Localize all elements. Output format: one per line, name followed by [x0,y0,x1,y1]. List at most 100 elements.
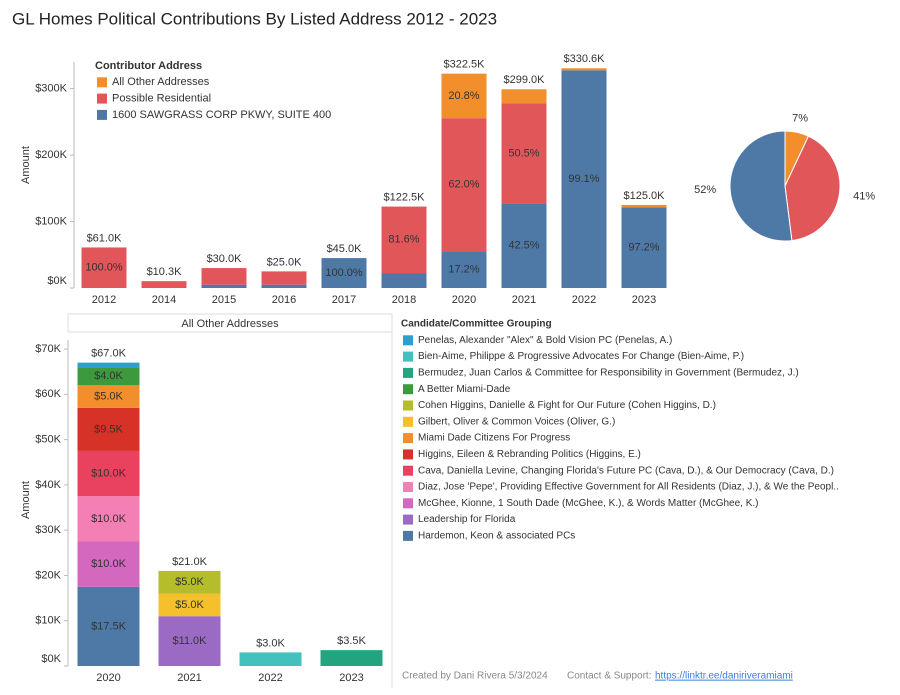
pie-label: 7% [792,113,808,125]
legend-swatch [403,335,413,346]
footer-contact: Contact & Support: [567,671,652,682]
legend-label: Gilbert, Oliver & Common Voices (Oliver,… [418,416,615,427]
bar-segment [77,450,140,497]
bar-segment [201,284,247,288]
segment-label: 99.1% [568,173,599,185]
legend-swatch [403,367,413,378]
legend-swatch [97,77,107,88]
bar-segment [81,247,127,288]
legend-title: Candidate/Committee Grouping [401,319,552,330]
x-tick-label: 2022 [572,294,596,306]
segment-label: $5.0K [175,599,204,611]
total-label: $25.0K [267,256,303,268]
y-tick-label: $0K [47,275,67,287]
segment-label: 100.0% [325,267,363,279]
bar-segment [621,204,667,208]
legend-label: McGhee, Kionne, 1 South Dade (McGhee, K.… [418,498,759,509]
y-tick-label: $20K [35,569,61,581]
bar-segment [501,203,547,288]
bar-segment [441,251,487,288]
legend-swatch [403,416,413,427]
bar-segment [239,652,302,666]
total-label: $61.0K [87,232,123,244]
pie-slice [729,130,793,242]
legend-label: Higgins, Eileen & Rebranding Politics (H… [418,449,641,460]
y-tick-label: $40K [35,479,61,491]
x-tick-label: 2014 [152,294,176,306]
bar-segment [441,73,487,119]
footer-link[interactable]: https://linktr.ee/daniriveramiami [655,671,793,682]
total-label: $30.0K [207,253,243,265]
bar-segment [77,407,140,451]
bar-segment [561,70,607,288]
segment-label: 20.8% [448,90,479,102]
bar-segment [501,103,547,204]
y-tick-label: $50K [35,434,61,446]
segment-label: $9.5K [94,423,123,435]
segment-label: 97.2% [628,242,659,254]
total-label: $125.0K [624,190,666,202]
pie-label: 52% [694,184,716,196]
x-tick-label: 2016 [272,294,296,306]
x-tick-label: 2020 [96,672,120,684]
x-tick-label: 2023 [339,672,363,684]
segment-label: $4.0K [94,370,123,382]
y-tick-label: $100K [35,215,67,227]
bar-segment [77,367,140,386]
x-tick-label: 2012 [92,294,116,306]
bar-segment [158,593,221,617]
x-tick-label: 2022 [258,672,282,684]
bar-segment [158,616,221,666]
segment-label: $10.0K [91,513,127,525]
bar-segment [77,586,140,666]
legend-swatch [403,351,413,362]
legend-swatch [403,482,413,492]
dashboard-title: GL Homes Political Contributions By List… [12,9,497,28]
legend-label: A Better Miami-Dade [418,384,511,395]
segment-label: $10.0K [91,558,127,570]
segment-label: 17.2% [448,263,479,275]
legend-swatch [403,449,413,460]
bar-segment [320,650,383,666]
x-tick-label: 2018 [392,294,416,306]
y-axis-title: Amount [20,146,32,184]
legend-label: Bien-Aime, Philippe & Progressive Advoca… [418,351,744,362]
legend-swatch [403,433,413,444]
x-tick-label: 2023 [632,294,656,306]
bar-segment [201,268,247,285]
facet-header: All Other Addresses [181,318,279,330]
legend-title: Contributor Address [95,60,202,72]
bar-segment [381,273,427,288]
total-label: $10.3K [147,266,183,278]
bar-segment [561,68,607,71]
legend-label: Diaz, Jose 'Pepe', Providing Effective G… [418,482,839,493]
bar-segment [141,281,187,288]
bar-segment [77,496,140,542]
bar-segment [441,118,487,252]
legend-label: Cohen Higgins, Danielle & Fight for Our … [418,400,716,411]
legend-label: All Other Addresses [112,76,210,88]
bar-segment [77,541,140,587]
bar-segment [77,362,140,368]
total-label: $21.0K [172,556,208,568]
legend-swatch [403,514,413,525]
legend-label: Hardemon, Keon & associated PCs [418,531,575,542]
segment-label: 100.0% [85,262,123,274]
y-tick-label: $200K [35,149,67,161]
legend-swatch [97,109,107,120]
pie-slice [784,135,841,242]
legend-label: Leadership for Florida [418,514,516,525]
x-tick-label: 2017 [332,294,356,306]
bar-segment [501,89,547,104]
legend-label: Bermudez, Juan Carlos & Committee for Re… [418,368,799,379]
legend-swatch [403,498,413,509]
segment-label: 62.0% [448,179,479,191]
x-tick-label: 2021 [512,294,536,306]
x-tick-label: 2021 [177,672,201,684]
segment-label: 42.5% [508,240,539,252]
legend-swatch [97,93,107,104]
segment-label: $17.5K [91,620,127,632]
segment-label: 81.6% [388,234,419,246]
total-label: $330.6K [564,53,606,65]
